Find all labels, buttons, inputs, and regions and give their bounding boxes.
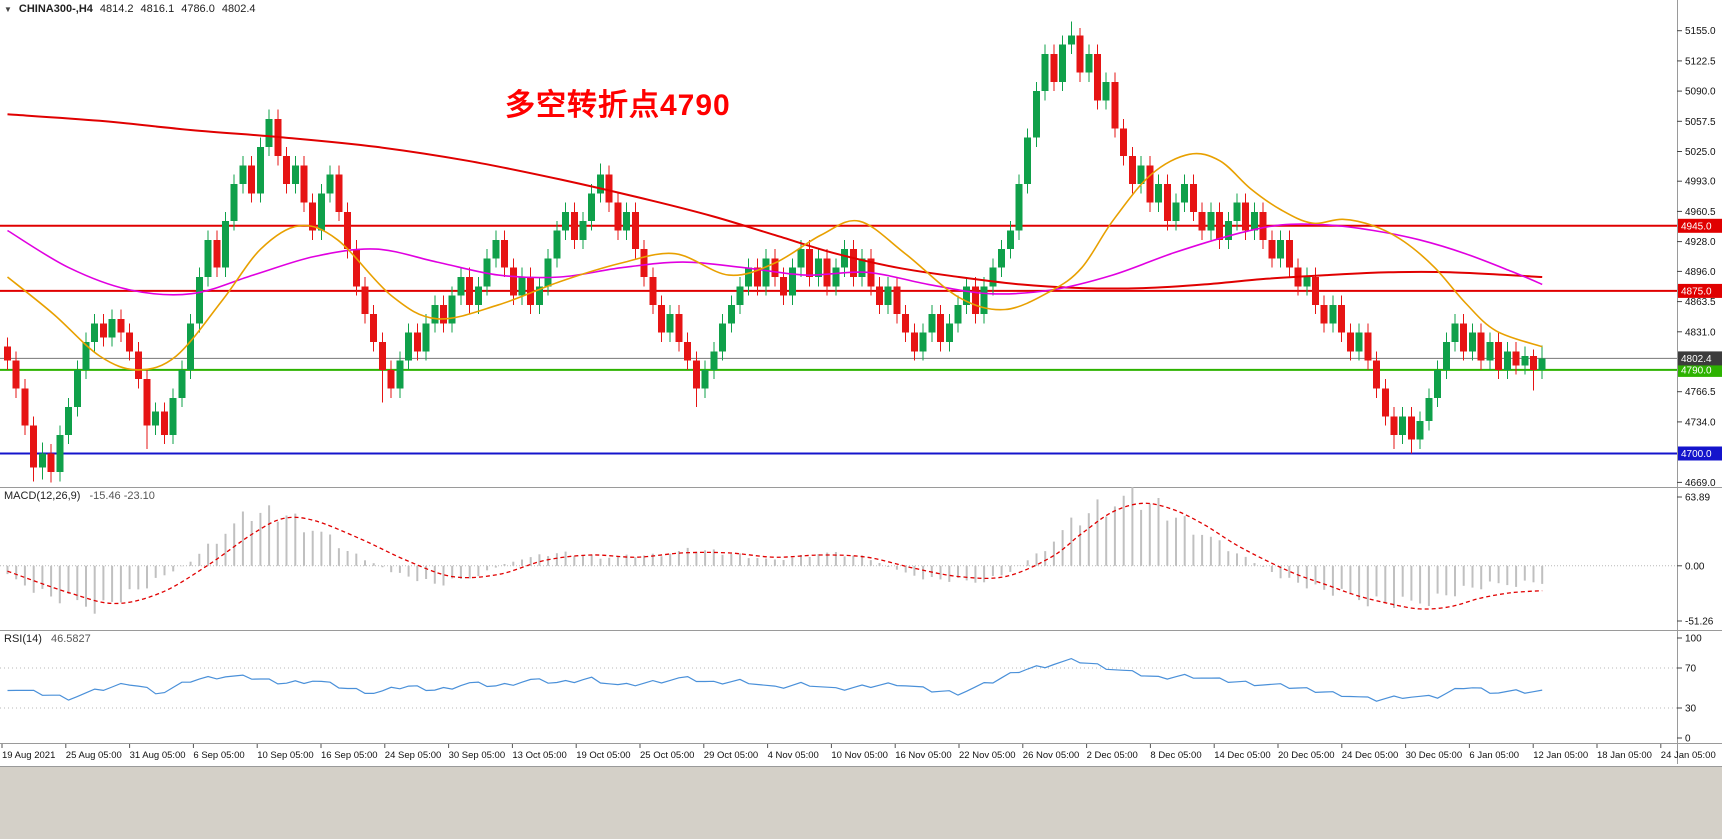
svg-text:0.00: 0.00 (1685, 561, 1705, 572)
rsi-panel: 100 70 30 0 (0, 634, 1702, 745)
svg-text:16 Nov 05:00: 16 Nov 05:00 (895, 750, 952, 761)
chart-header: ▼ CHINA300-,H4 4814.2 4816.1 4786.0 4802… (4, 3, 256, 15)
ohlc-close: 4802.4 (221, 3, 256, 15)
ohlc-high: 4816.1 (140, 3, 175, 15)
svg-text:-51.26: -51.26 (1685, 617, 1714, 628)
svg-text:4875.0: 4875.0 (1681, 286, 1712, 297)
svg-text:24 Jan 05:00: 24 Jan 05:00 (1661, 750, 1716, 761)
ohlc-open: 4814.2 (99, 3, 134, 15)
svg-text:6 Jan 05:00: 6 Jan 05:00 (1469, 750, 1519, 761)
macd-indicator-label: MACD(12,26,9) -15.46 -23.10 (4, 490, 155, 502)
rsi-name: RSI(14) (4, 633, 42, 645)
svg-text:16 Sep 05:00: 16 Sep 05:00 (321, 750, 378, 761)
svg-text:30 Dec 05:00: 30 Dec 05:00 (1406, 750, 1463, 761)
svg-text:4700.0: 4700.0 (1681, 449, 1712, 460)
macd-name: MACD(12,26,9) (4, 490, 81, 502)
annotation-text: 多空转折点4790 (505, 89, 731, 122)
svg-text:8 Dec 05:00: 8 Dec 05:00 (1150, 750, 1201, 761)
macd-values: -15.46 -23.10 (89, 490, 155, 502)
svg-text:20 Dec 05:00: 20 Dec 05:00 (1278, 750, 1335, 761)
svg-text:30: 30 (1685, 704, 1697, 715)
svg-text:4928.0: 4928.0 (1685, 237, 1716, 248)
svg-text:29 Oct 05:00: 29 Oct 05:00 (704, 750, 758, 761)
svg-text:24 Sep 05:00: 24 Sep 05:00 (385, 750, 442, 761)
svg-text:18 Jan 05:00: 18 Jan 05:00 (1597, 750, 1652, 761)
svg-text:19 Aug 2021: 19 Aug 2021 (2, 750, 55, 761)
svg-text:4960.5: 4960.5 (1685, 207, 1716, 218)
svg-text:2 Dec 05:00: 2 Dec 05:00 (1087, 750, 1138, 761)
panel-dividers (0, 0, 1722, 764)
ma-fast-orange (6, 152, 1543, 371)
svg-text:5155.0: 5155.0 (1685, 26, 1716, 37)
svg-text:26 Nov 05:00: 26 Nov 05:00 (1023, 750, 1080, 761)
svg-text:0: 0 (1685, 734, 1691, 745)
svg-text:70: 70 (1685, 664, 1697, 675)
svg-text:63.89: 63.89 (1685, 493, 1710, 504)
bid-price-label (1678, 351, 1722, 366)
symbol-dropdown-icon[interactable]: ▼ (4, 4, 12, 14)
svg-text:4896.0: 4896.0 (1685, 267, 1716, 278)
svg-text:4669.0: 4669.0 (1685, 478, 1716, 489)
svg-text:25 Oct 05:00: 25 Oct 05:00 (640, 750, 694, 761)
svg-text:10 Sep 05:00: 10 Sep 05:00 (257, 750, 314, 761)
svg-text:4766.5: 4766.5 (1685, 387, 1716, 398)
svg-text:100: 100 (1685, 634, 1702, 645)
ma-mid-magenta (7, 223, 1543, 296)
rsi-indicator-label: RSI(14) 46.5827 (4, 633, 91, 645)
svg-text:4831.0: 4831.0 (1685, 327, 1716, 338)
rsi-value: 46.5827 (50, 633, 91, 645)
svg-text:13 Oct 05:00: 13 Oct 05:00 (512, 750, 566, 761)
svg-text:4863.5: 4863.5 (1685, 297, 1716, 308)
price-axis[interactable]: 5155.0 5122.5 5090.0 5057.5 5025.0 4993.0 4960… (1677, 26, 1722, 489)
svg-text:4802.4: 4802.4 (1681, 354, 1712, 365)
svg-text:24 Dec 05:00: 24 Dec 05:00 (1342, 750, 1399, 761)
svg-text:12 Jan 05:00: 12 Jan 05:00 (1533, 750, 1588, 761)
svg-text:31 Aug 05:00: 31 Aug 05:00 (130, 750, 186, 761)
svg-text:30 Sep 05:00: 30 Sep 05:00 (449, 750, 506, 761)
svg-text:4790.0: 4790.0 (1681, 365, 1712, 376)
svg-text:5025.0: 5025.0 (1685, 147, 1716, 158)
svg-text:4 Nov 05:00: 4 Nov 05:00 (768, 750, 819, 761)
svg-text:14 Dec 05:00: 14 Dec 05:00 (1214, 750, 1271, 761)
svg-text:4945.0: 4945.0 (1681, 221, 1712, 232)
time-axis[interactable]: 19 Aug 2021 25 Aug 05:00 31 Aug 05:00 6 Sep… (1, 744, 1716, 761)
svg-text:10 Nov 05:00: 10 Nov 05:00 (831, 750, 888, 761)
ohlc-low: 4786.0 (181, 3, 215, 15)
svg-text:5122.5: 5122.5 (1685, 56, 1716, 67)
candles-layer (4, 21, 1546, 483)
macd-panel: 63.89 0.00 -51.26 (0, 487, 1714, 628)
ma-slow-red (7, 113, 1543, 290)
svg-text:5090.0: 5090.0 (1685, 87, 1716, 98)
svg-text:4993.0: 4993.0 (1685, 177, 1716, 188)
svg-text:25 Aug 05:00: 25 Aug 05:00 (66, 750, 122, 761)
symbol-title: CHINA300-,H4 (18, 3, 93, 15)
svg-text:22 Nov 05:00: 22 Nov 05:00 (959, 750, 1016, 761)
svg-text:6 Sep 05:00: 6 Sep 05:00 (193, 750, 244, 761)
svg-text:4734.0: 4734.0 (1685, 417, 1716, 428)
window-bottom-panel (0, 766, 1722, 839)
svg-text:5057.5: 5057.5 (1685, 117, 1716, 128)
svg-text:19 Oct 05:00: 19 Oct 05:00 (576, 750, 630, 761)
